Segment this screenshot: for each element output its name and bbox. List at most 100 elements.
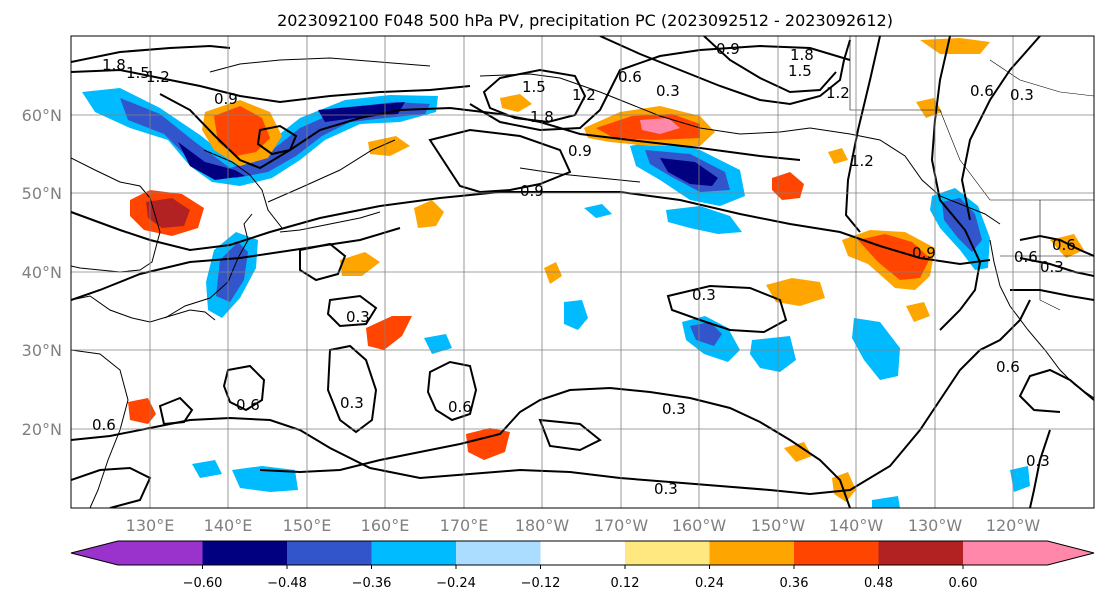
- colorbar-extend-max: [1047, 541, 1094, 565]
- colorbar-segment: [371, 541, 456, 565]
- precip-negative-patch: [852, 318, 900, 380]
- precipitation-shading: [82, 38, 1084, 508]
- political-borders: [849, 36, 1094, 311]
- contour-label: 0.6: [92, 416, 116, 434]
- contour-label: 1.8: [790, 46, 814, 64]
- coastline: [209, 57, 431, 73]
- pv-contour-line: [426, 360, 478, 422]
- contour-label: 0.3: [340, 394, 364, 412]
- lon-tick-label: 140°W: [829, 516, 884, 535]
- precip-positive-patch: [906, 302, 930, 322]
- lon-tick-label: 140°E: [204, 516, 253, 535]
- colorbar-segment: [878, 541, 963, 565]
- pv-contour-line: [1010, 289, 1094, 301]
- precip-positive-patch: [832, 472, 856, 502]
- contour-label: 0.6: [970, 82, 994, 100]
- coastline: [164, 213, 253, 319]
- contour-label: 0.6: [448, 398, 472, 416]
- pv-contour-line: [469, 44, 851, 132]
- precip-positive-patch: [766, 278, 825, 306]
- colorbar-tick-label: 0.12: [611, 576, 640, 591]
- contour-label: 1.2: [826, 84, 850, 102]
- border-line: [1039, 200, 1061, 311]
- precip-positive-patch: [828, 148, 848, 164]
- contour-label: 0.3: [662, 400, 686, 418]
- contour-label: 1.8: [530, 108, 554, 126]
- lon-tick-label: 130°W: [908, 516, 963, 535]
- gridlines: [71, 36, 1094, 508]
- pv-contour-line: [71, 466, 152, 508]
- pv-contour-line: [1029, 429, 1051, 508]
- precip-positive-patch: [340, 252, 380, 276]
- lon-tick-label: 170°W: [594, 516, 649, 535]
- figure-title: 2023092100 F048 500 hPa PV, precipitatio…: [277, 11, 893, 30]
- map-frame: [70, 35, 1095, 509]
- precip-negative-patch: [232, 466, 298, 492]
- contour-label: 0.6: [1052, 236, 1076, 254]
- precip-positive-patch: [414, 200, 444, 228]
- precip-negative-patch: [690, 322, 722, 346]
- pv-contour-line: [930, 36, 982, 331]
- contour-label: 0.9: [568, 142, 592, 160]
- contour-label: 1.2: [572, 86, 596, 104]
- precip-positive-patch: [544, 262, 562, 284]
- pv-contour-line: [599, 36, 851, 106]
- contour-label: 0.9: [520, 182, 544, 200]
- coastline: [479, 73, 811, 135]
- contour-label: 0.6: [1014, 248, 1038, 266]
- lon-tick-label: 120°W: [986, 516, 1041, 535]
- colorbar-tick-label: −0.60: [183, 576, 223, 591]
- precip-positive-patch: [784, 442, 812, 462]
- colorbar-segment: [794, 541, 879, 565]
- precip-positive-patch: [366, 316, 412, 350]
- border-line: [989, 59, 1094, 97]
- pv-contour-line: [71, 227, 401, 301]
- pv-contour-line: [428, 128, 572, 194]
- contour-label: 0.3: [346, 308, 370, 326]
- pv-contour-line: [1019, 257, 1094, 277]
- lon-tick-label: 180°W: [515, 516, 570, 535]
- contour-label: 0.6: [618, 68, 642, 86]
- precip-negative-patch: [192, 460, 222, 478]
- pv-contour-line: [703, 36, 837, 94]
- pv-contour-line: [666, 284, 788, 334]
- colorbar-segment: [202, 541, 287, 565]
- pv-contours: [71, 36, 1094, 508]
- precip-negative-patch: [660, 158, 718, 186]
- contour-label: 1.5: [522, 78, 546, 96]
- contour-label: 0.6: [236, 396, 260, 414]
- contour-label: 0.3: [1026, 452, 1050, 470]
- colorbar-tick-label: 0.24: [695, 576, 724, 591]
- lon-tick-label: 160°W: [672, 516, 727, 535]
- longitude-tick-labels: 130°E 140°E 150°E 160°E 170°E 180°W 170°…: [126, 516, 1041, 535]
- pv-contour-line: [482, 68, 587, 124]
- pv-contour-line: [960, 36, 1041, 221]
- colorbar-tick-label: 0.36: [780, 576, 809, 591]
- coastline: [519, 167, 641, 183]
- colorbar-outline: [70, 540, 1095, 566]
- lat-tick-label: 20°N: [22, 420, 62, 439]
- pv-contour-line: [71, 299, 1031, 496]
- coastline: [809, 127, 1001, 225]
- colorbar-tick-label: −0.24: [436, 576, 476, 591]
- colorbar-segment: [118, 541, 203, 565]
- colorbar-tick-label: 0.60: [949, 576, 978, 591]
- colorbar-segment: [625, 541, 710, 565]
- pv-contour-line: [326, 344, 378, 434]
- pv-contour-line: [71, 44, 231, 63]
- precip-negative-patch: [424, 334, 452, 354]
- border-line: [939, 109, 1094, 201]
- coastline: [71, 157, 161, 273]
- contour-label: 1.5: [788, 62, 812, 80]
- contour-label: 0.9: [214, 90, 238, 108]
- precip-positive-patch: [920, 38, 990, 54]
- precip-negative-patch: [584, 204, 612, 218]
- precip-negative-patch: [666, 206, 742, 234]
- contour-label: 1.5: [126, 64, 150, 82]
- contour-label: 0.9: [912, 244, 936, 262]
- contour-label: 0.6: [996, 358, 1020, 376]
- lon-tick-label: 150°E: [283, 516, 332, 535]
- precip-negative-patch: [318, 102, 405, 122]
- contour-label: 0.3: [1040, 258, 1064, 276]
